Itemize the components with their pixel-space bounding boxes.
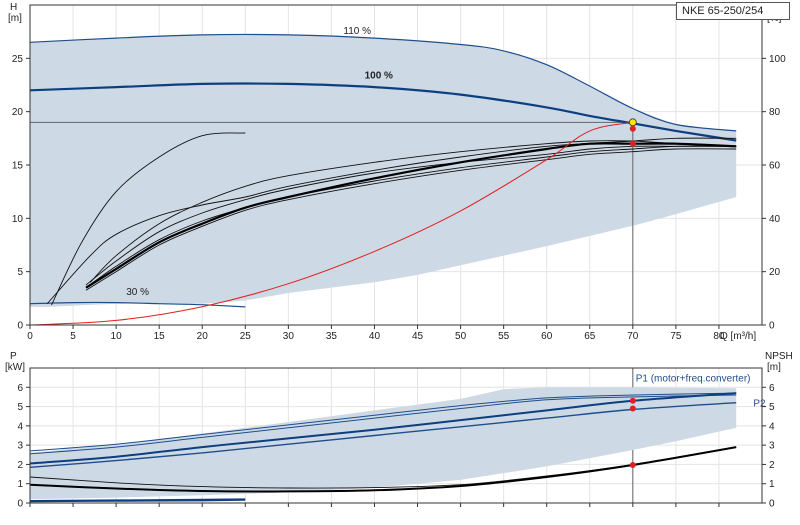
- duty-point-h: [628, 118, 637, 127]
- curve-eta-3: [85, 145, 737, 289]
- p-axis-unit: [kW]: [5, 362, 25, 373]
- ytick-eta-label-2: 40: [769, 214, 781, 225]
- pump-model-label: NKE 65-250/254: [676, 2, 790, 20]
- curve-eta-0: [51, 132, 246, 306]
- speed-label-2: 30 %: [126, 287, 149, 298]
- ytick-eta-label-3: 60: [769, 161, 781, 172]
- curve-p-low-0: [29, 498, 246, 502]
- duty-point-h2: [629, 125, 636, 132]
- xtick-label-7: 35: [326, 331, 338, 342]
- series-label-1: P2: [753, 399, 766, 410]
- npsh-axis-title: NPSH: [765, 351, 793, 362]
- xtick-label-3: 15: [154, 331, 166, 342]
- xtick-label-14: 70: [627, 331, 639, 342]
- ytick-p-label-4: 4: [17, 421, 23, 432]
- xtick-label-1: 5: [70, 331, 76, 342]
- curve-p-low-1: [29, 499, 246, 503]
- curve-h-30: [29, 301, 246, 308]
- ytick-h-label-4: 20: [12, 107, 24, 118]
- ytick-p-label-1: 1: [17, 479, 23, 490]
- system-curve: [29, 121, 633, 326]
- ytick-npsh-label-2: 2: [769, 460, 775, 471]
- xtick-label-2: 10: [111, 331, 123, 342]
- duty-point-eta: [629, 140, 636, 147]
- ytick-p-label-0: 0: [17, 499, 23, 510]
- xtick-label-4: 20: [197, 331, 209, 342]
- curve-p-thin-1: [29, 394, 737, 455]
- ytick-h-label-2: 10: [12, 214, 24, 225]
- xtick-label-9: 45: [412, 331, 424, 342]
- h-axis-unit: [m]: [8, 13, 22, 24]
- ytick-npsh-label-3: 3: [769, 441, 775, 452]
- h-axis-title: H: [10, 2, 17, 13]
- ytick-eta-label-4: 80: [769, 107, 781, 118]
- speed-label-1: 100 %: [365, 71, 393, 82]
- ytick-h-label-1: 5: [17, 267, 23, 278]
- series-label-0: P1 (motor+freq.converter): [636, 374, 751, 385]
- ytick-npsh-label-4: 4: [769, 421, 775, 432]
- ytick-eta-label-1: 20: [769, 267, 781, 278]
- curve-eta-4: [46, 137, 737, 305]
- xtick-label-0: 0: [27, 331, 33, 342]
- ytick-eta-label-5: 100: [769, 54, 786, 65]
- speed-label-0: 110 %: [343, 26, 371, 37]
- ytick-npsh-label-5: 5: [769, 402, 775, 413]
- xtick-label-13: 65: [584, 331, 596, 342]
- power-duty-point-2: [629, 462, 636, 469]
- ytick-p-label-3: 3: [17, 441, 23, 452]
- xtick-label-11: 55: [498, 331, 510, 342]
- curve-p2: [29, 402, 737, 468]
- power-duty-point-0: [629, 397, 636, 404]
- curve-eta-5: [85, 148, 737, 291]
- ytick-npsh-label-6: 6: [769, 383, 775, 394]
- ytick-npsh-label-0: 0: [769, 499, 775, 510]
- power-duty-point-1: [629, 405, 636, 412]
- ytick-h-label-0: 0: [17, 321, 23, 332]
- ytick-p-label-6: 6: [17, 383, 23, 394]
- ytick-h-label-3: 15: [12, 161, 24, 172]
- npsh-axis-unit: [m]: [767, 362, 781, 373]
- operating-envelope: [30, 34, 737, 307]
- xtick-label-16: 80: [713, 331, 725, 342]
- frame-bottom: [29, 367, 763, 504]
- xtick-label-12: 60: [541, 331, 553, 342]
- power-envelope: [30, 387, 737, 500]
- curve-npsh: [29, 446, 737, 493]
- xtick-label-5: 25: [240, 331, 252, 342]
- ytick-eta-label-0: 0: [769, 321, 775, 332]
- xtick-label-8: 40: [369, 331, 381, 342]
- xtick-label-6: 30: [283, 331, 295, 342]
- x-axis-unit: Q [m³/h]: [720, 331, 756, 342]
- p-axis-title: P: [10, 351, 17, 362]
- xtick-label-15: 75: [670, 331, 682, 342]
- curve-p-thin-0: [29, 392, 737, 452]
- ytick-p-label-5: 5: [17, 402, 23, 413]
- curve-p1: [29, 392, 737, 465]
- ytick-p-label-2: 2: [17, 460, 23, 471]
- ytick-h-label-5: 25: [12, 54, 24, 65]
- xtick-label-10: 50: [455, 331, 467, 342]
- curve-h-110: [29, 33, 737, 132]
- ytick-npsh-label-1: 1: [769, 479, 775, 490]
